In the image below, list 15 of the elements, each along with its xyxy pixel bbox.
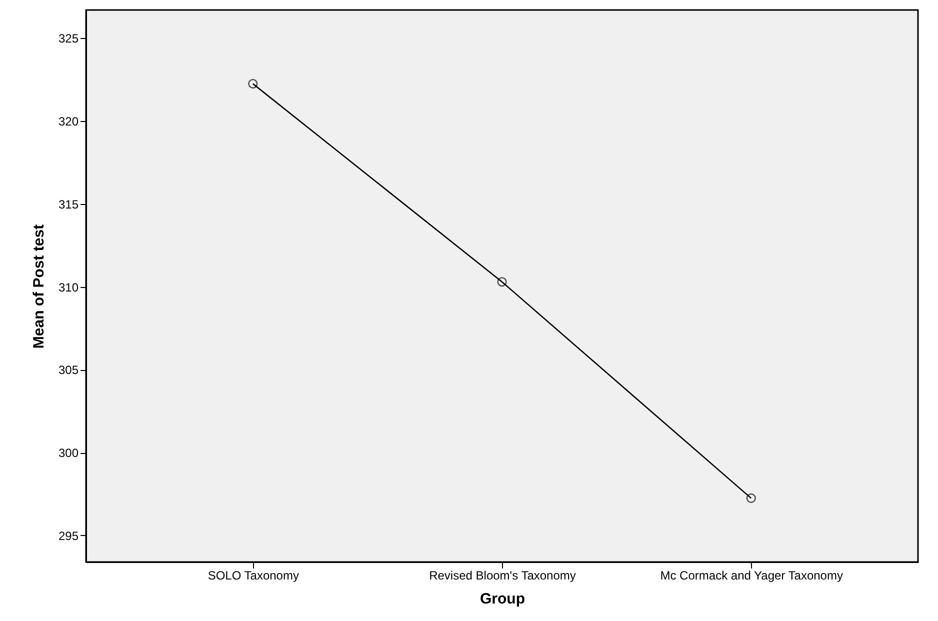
y-tick-label: 310 [58,280,79,294]
y-tick-label: 295 [58,528,79,543]
x-tick-label: Mc Cormack and Yager Taxonomy [660,568,843,582]
point [497,277,507,287]
point [746,493,756,503]
point [248,78,258,89]
x-tick-label: Revised Bloom's Taxonomy [429,568,576,582]
y-tick-label: 300 [58,446,79,460]
y-tick-label: 315 [58,197,79,212]
y-tick-label: 320 [58,114,79,129]
x-tick-label: SOLO Taxonomy [208,568,299,582]
y-axis-title: Mean of Post test [30,224,48,349]
x-axis-title: Group [480,590,525,608]
y-tick-label: 305 [58,363,79,378]
y-tick-label: 325 [58,32,79,46]
